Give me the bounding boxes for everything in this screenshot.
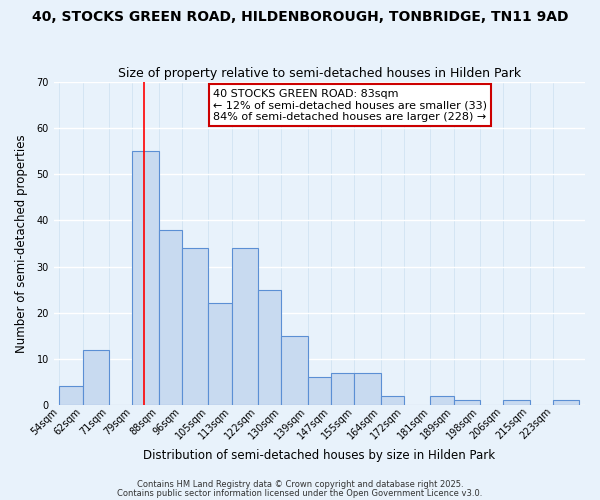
Text: Contains HM Land Registry data © Crown copyright and database right 2025.: Contains HM Land Registry data © Crown c… bbox=[137, 480, 463, 489]
Bar bbox=[182, 248, 208, 405]
Bar bbox=[258, 290, 281, 405]
Bar bbox=[355, 372, 380, 405]
Bar bbox=[308, 377, 331, 405]
Text: 40, STOCKS GREEN ROAD, HILDENBOROUGH, TONBRIDGE, TN11 9AD: 40, STOCKS GREEN ROAD, HILDENBOROUGH, TO… bbox=[32, 10, 568, 24]
Bar bbox=[553, 400, 579, 405]
Bar bbox=[83, 350, 109, 405]
Bar bbox=[380, 396, 404, 405]
Y-axis label: Number of semi-detached properties: Number of semi-detached properties bbox=[15, 134, 28, 353]
Text: 40 STOCKS GREEN ROAD: 83sqm
← 12% of semi-detached houses are smaller (33)
84% o: 40 STOCKS GREEN ROAD: 83sqm ← 12% of sem… bbox=[213, 88, 487, 122]
Bar bbox=[331, 372, 355, 405]
Bar bbox=[454, 400, 480, 405]
Bar bbox=[232, 248, 258, 405]
X-axis label: Distribution of semi-detached houses by size in Hilden Park: Distribution of semi-detached houses by … bbox=[143, 450, 496, 462]
Text: Contains public sector information licensed under the Open Government Licence v3: Contains public sector information licen… bbox=[118, 489, 482, 498]
Bar bbox=[503, 400, 530, 405]
Title: Size of property relative to semi-detached houses in Hilden Park: Size of property relative to semi-detach… bbox=[118, 66, 521, 80]
Bar bbox=[59, 386, 83, 405]
Bar bbox=[281, 336, 308, 405]
Bar bbox=[208, 304, 232, 405]
Bar bbox=[430, 396, 454, 405]
Bar bbox=[158, 230, 182, 405]
Bar bbox=[133, 151, 158, 405]
